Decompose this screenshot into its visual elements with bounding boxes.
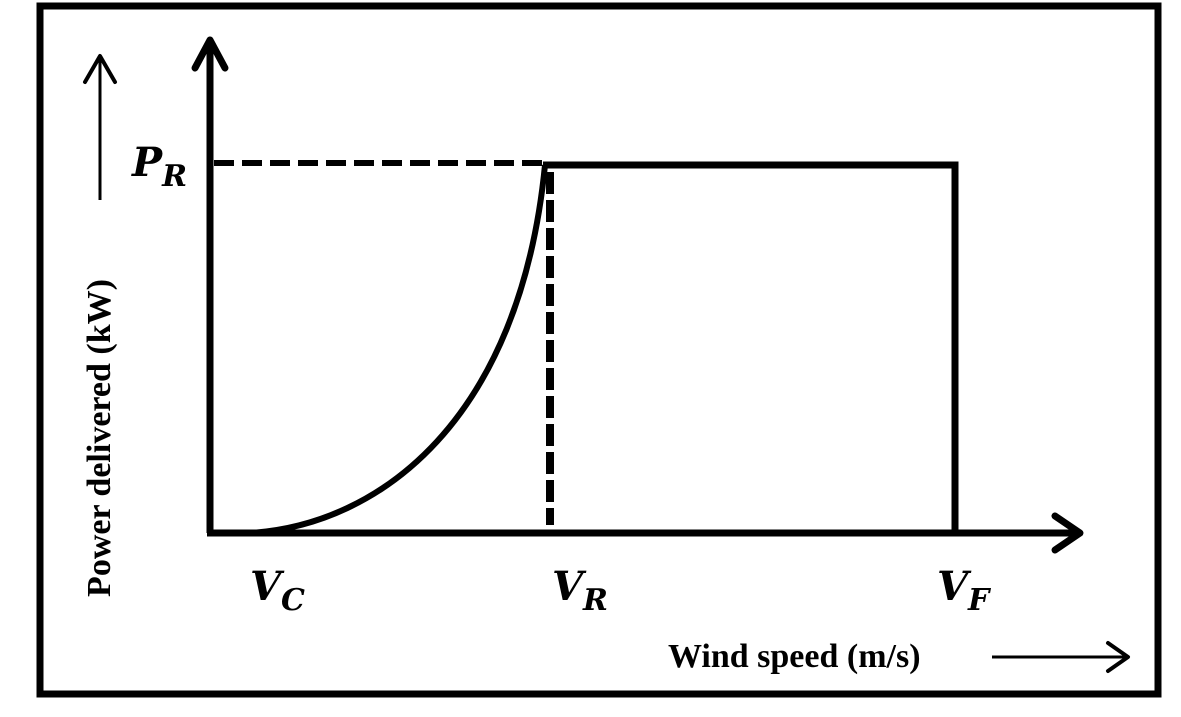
y-direction-arrow-icon	[83, 54, 117, 200]
outer-frame	[36, 2, 1162, 698]
rated-power-label: PR	[131, 139, 187, 194]
x-axis	[207, 512, 1084, 554]
rated-speed-label: VR	[552, 563, 608, 618]
y-axis-title: Power delivered (kW)	[81, 279, 118, 597]
power-curve-cubic-segment	[249, 164, 548, 536]
x-direction-arrow-icon	[992, 641, 1130, 673]
x-axis-title: Wind speed (m/s)	[668, 638, 921, 675]
power-curve-rated-segment	[543, 161, 959, 533]
furling-speed-label: VF	[937, 563, 992, 618]
cut-in-speed-label: VC	[250, 563, 305, 618]
y-axis	[191, 36, 229, 533]
